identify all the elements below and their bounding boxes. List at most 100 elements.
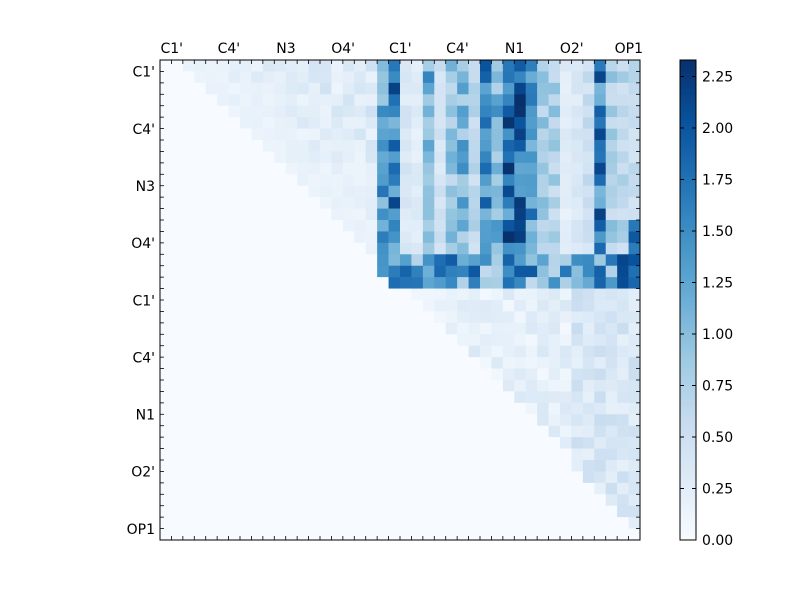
- heatmap-cell: [354, 402, 367, 415]
- heatmap-cell: [308, 334, 321, 347]
- heatmap-cell: [262, 105, 275, 118]
- heatmap-cell: [422, 460, 435, 472]
- heatmap-cell: [605, 460, 618, 472]
- heatmap-cell: [285, 437, 298, 449]
- heatmap-cell: [240, 277, 252, 289]
- heatmap-cell: [548, 231, 561, 244]
- heatmap-cell: [594, 311, 607, 324]
- heatmap-cell: [342, 242, 355, 255]
- heatmap-cell: [297, 391, 309, 404]
- heatmap-cell: [468, 448, 481, 461]
- heatmap-cell: [617, 528, 629, 541]
- heatmap-cell: [502, 345, 515, 358]
- heatmap-cell: [571, 220, 584, 232]
- heatmap-cell: [308, 368, 321, 381]
- heatmap-cell: [514, 322, 527, 335]
- heatmap-cell: [514, 448, 527, 461]
- heatmap-cell: [285, 242, 298, 255]
- heatmap-cell: [320, 117, 332, 129]
- heatmap-cell: [160, 197, 172, 209]
- heatmap-cell: [205, 402, 218, 415]
- heatmap-cell: [297, 334, 309, 347]
- heatmap-cell: [308, 460, 321, 472]
- heatmap-cell: [422, 277, 435, 289]
- heatmap-cell: [605, 311, 618, 324]
- heatmap-cell: [582, 208, 595, 221]
- heatmap-cell: [377, 71, 389, 84]
- heatmap-cell: [205, 128, 218, 141]
- heatmap-cell: [457, 117, 469, 129]
- heatmap-cell: [388, 117, 401, 129]
- heatmap-cell: [320, 265, 332, 278]
- heatmap-cell: [274, 117, 287, 129]
- heatmap-cell: [217, 185, 229, 198]
- heatmap-cell: [377, 482, 389, 495]
- heatmap-cell: [228, 357, 241, 369]
- heatmap-cell: [251, 254, 264, 267]
- heatmap-cell: [285, 425, 298, 438]
- heatmap-cell: [560, 277, 572, 289]
- heatmap-cell: [320, 494, 332, 507]
- heatmap-cell: [525, 368, 538, 381]
- heatmap-cell: [582, 254, 595, 267]
- heatmap-cell: [354, 117, 367, 129]
- heatmap-cell: [228, 288, 241, 301]
- heatmap-cell: [480, 414, 492, 427]
- heatmap-cell: [354, 300, 367, 312]
- heatmap-cell: [228, 402, 241, 415]
- heatmap-cell: [537, 105, 549, 118]
- heatmap-cell: [342, 460, 355, 472]
- heatmap-cell: [320, 71, 332, 84]
- heatmap-cell: [400, 105, 412, 118]
- heatmap-cell: [571, 482, 584, 495]
- heatmap-cell: [548, 60, 561, 72]
- heatmap-cell: [160, 220, 172, 232]
- heatmap-cell: [628, 288, 641, 301]
- heatmap-cell: [388, 185, 401, 198]
- heatmap-cell: [434, 448, 447, 461]
- heatmap-cell: [434, 494, 447, 507]
- heatmap-cell: [434, 300, 447, 312]
- heatmap-cell: [468, 128, 481, 141]
- heatmap-cell: [582, 437, 595, 449]
- heatmap-cell: [457, 140, 469, 152]
- heatmap-cell: [377, 208, 389, 221]
- heatmap-cell: [160, 402, 172, 415]
- heatmap-cell: [480, 448, 492, 461]
- heatmap-cell: [422, 254, 435, 267]
- heatmap-cell: [308, 414, 321, 427]
- heatmap-cell: [548, 311, 561, 324]
- heatmap-cell: [182, 185, 195, 198]
- heatmap-cell: [605, 117, 618, 129]
- heatmap-cell: [434, 185, 447, 198]
- heatmap-cell: [377, 334, 389, 347]
- heatmap-cell: [411, 322, 424, 335]
- heatmap-cell: [422, 368, 435, 381]
- heatmap-cell: [228, 128, 241, 141]
- heatmap-cell: [262, 60, 275, 72]
- heatmap-cell: [354, 82, 367, 95]
- heatmap-cell: [354, 220, 367, 232]
- heatmap-cell: [182, 117, 195, 129]
- heatmap-cell: [617, 482, 629, 495]
- heatmap-cell: [582, 334, 595, 347]
- heatmap-cell: [228, 425, 241, 438]
- heatmap-cell: [548, 82, 561, 95]
- heatmap-cell: [194, 402, 207, 415]
- heatmap-cell: [468, 402, 481, 415]
- heatmap-cell: [205, 208, 218, 221]
- heatmap-cell: [297, 471, 309, 484]
- heatmap-cell: [342, 368, 355, 381]
- heatmap-cell: [468, 414, 481, 427]
- heatmap-cell: [605, 242, 618, 255]
- heatmap-cell: [274, 197, 287, 209]
- heatmap-cell: [262, 254, 275, 267]
- heatmap-cell: [514, 437, 527, 449]
- heatmap-cell: [308, 140, 321, 152]
- heatmap-cell: [582, 505, 595, 518]
- heatmap-cell: [377, 128, 389, 141]
- heatmap-cell: [160, 174, 172, 187]
- heatmap-cell: [354, 414, 367, 427]
- heatmap-cell: [331, 322, 344, 335]
